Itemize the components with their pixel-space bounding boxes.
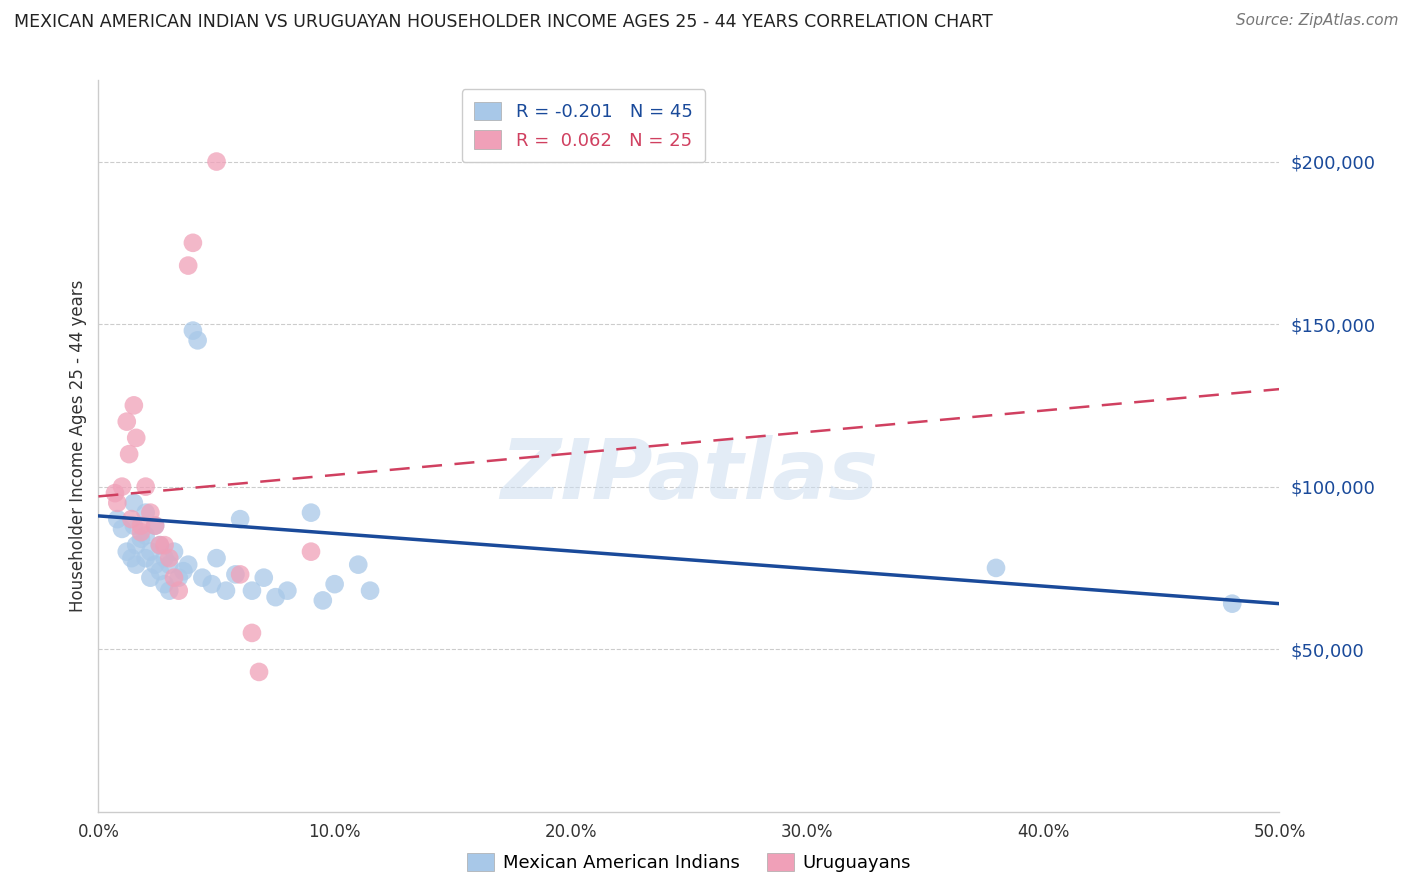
Point xyxy=(312,593,335,607)
Point xyxy=(122,496,145,510)
Point xyxy=(299,544,322,558)
Point xyxy=(139,506,162,520)
Point xyxy=(157,558,180,572)
Point xyxy=(157,551,180,566)
Point xyxy=(224,567,246,582)
Point xyxy=(167,571,190,585)
Point xyxy=(323,577,346,591)
Point xyxy=(135,528,157,542)
Point xyxy=(187,334,209,348)
Legend: Mexican American Indians, Uruguayans: Mexican American Indians, Uruguayans xyxy=(456,842,922,883)
Point xyxy=(125,431,148,445)
Point xyxy=(121,551,143,566)
Point xyxy=(135,551,157,566)
Point xyxy=(253,571,276,585)
Point xyxy=(121,512,143,526)
Point xyxy=(149,538,172,552)
Y-axis label: Householder Income Ages 25 - 44 years: Householder Income Ages 25 - 44 years xyxy=(69,280,87,612)
Point xyxy=(149,564,172,578)
Point xyxy=(143,558,166,572)
Point xyxy=(143,518,166,533)
Point xyxy=(129,532,152,546)
Point xyxy=(118,447,141,461)
Point xyxy=(264,590,287,604)
Point xyxy=(247,665,270,679)
Point xyxy=(111,522,134,536)
Point xyxy=(984,561,1007,575)
Point xyxy=(1220,597,1243,611)
Point xyxy=(122,518,145,533)
Point xyxy=(157,583,180,598)
Point xyxy=(359,583,381,598)
Point xyxy=(105,512,128,526)
Point xyxy=(105,496,128,510)
Point xyxy=(125,558,148,572)
Point xyxy=(135,506,157,520)
Point xyxy=(122,398,145,412)
Point xyxy=(181,324,204,338)
Point xyxy=(129,518,152,533)
Point xyxy=(153,551,176,566)
Point xyxy=(191,571,214,585)
Text: MEXICAN AMERICAN INDIAN VS URUGUAYAN HOUSEHOLDER INCOME AGES 25 - 44 YEARS CORRE: MEXICAN AMERICAN INDIAN VS URUGUAYAN HOU… xyxy=(14,13,993,31)
Point xyxy=(215,583,238,598)
Point xyxy=(240,583,263,598)
Point xyxy=(229,567,252,582)
Text: Source: ZipAtlas.com: Source: ZipAtlas.com xyxy=(1236,13,1399,29)
Point xyxy=(163,571,186,585)
Point xyxy=(139,571,162,585)
Point xyxy=(139,544,162,558)
Point xyxy=(167,583,190,598)
Point xyxy=(111,480,134,494)
Point xyxy=(181,235,204,250)
Point xyxy=(347,558,370,572)
Point xyxy=(125,538,148,552)
Point xyxy=(205,551,228,566)
Point xyxy=(104,486,127,500)
Point xyxy=(177,558,200,572)
Point xyxy=(177,259,200,273)
Point xyxy=(115,544,138,558)
Point xyxy=(153,538,176,552)
Point xyxy=(143,518,166,533)
Point xyxy=(240,626,263,640)
Point xyxy=(129,525,152,540)
Point xyxy=(149,538,172,552)
Text: ZIPatlas: ZIPatlas xyxy=(501,434,877,516)
Point xyxy=(276,583,298,598)
Point xyxy=(299,506,322,520)
Point xyxy=(163,544,186,558)
Point xyxy=(135,480,157,494)
Point xyxy=(201,577,224,591)
Point xyxy=(115,415,138,429)
Point xyxy=(172,564,194,578)
Point xyxy=(205,154,228,169)
Point xyxy=(153,577,176,591)
Point xyxy=(229,512,252,526)
